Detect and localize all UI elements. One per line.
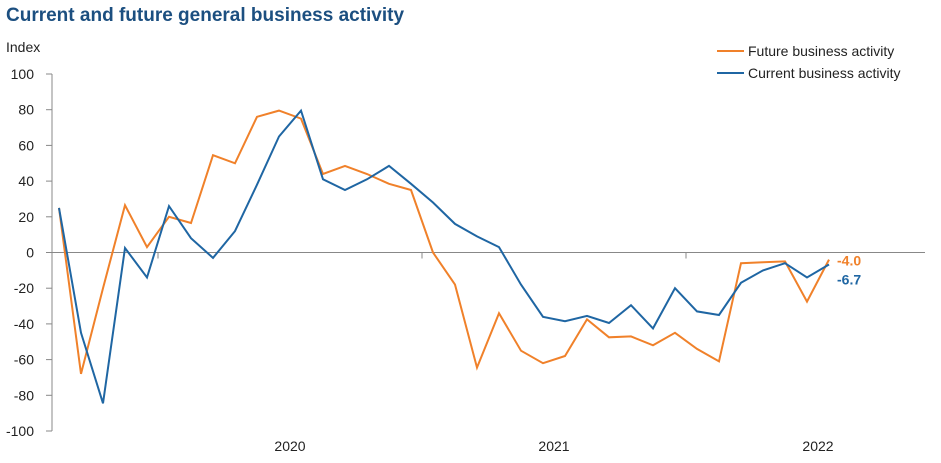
x-axis-ticks: 20202021202220232024 [157, 252, 834, 454]
end-label-future: -4.0 [837, 253, 861, 269]
y-tick-label: -60 [14, 352, 34, 368]
legend-label: Future business activity [748, 43, 894, 59]
series-line-current [58, 108, 830, 404]
chart-title: Current and future general business acti… [6, 5, 405, 26]
y-tick-label: 20 [18, 209, 34, 225]
y-axis-ticks: 100 80 60 40 20 0 -20 -40 -60 -80 -100 [6, 66, 52, 439]
y-tick-label: 100 [11, 66, 35, 82]
y-tick-label: -100 [6, 423, 34, 439]
y-axis-label: Index [6, 39, 40, 55]
legend-label: Current business activity [748, 65, 901, 81]
y-tick-label: 60 [18, 137, 34, 153]
y-tick-label: 80 [18, 102, 34, 118]
legend: Future business activity Current business… [717, 43, 901, 81]
x-tick-label: 2020 [274, 438, 305, 454]
y-tick-label: 40 [18, 173, 34, 189]
series-group [58, 108, 830, 404]
y-tick-label: -40 [14, 316, 34, 332]
y-tick-label: -80 [14, 387, 34, 403]
y-tick-label: -20 [14, 280, 34, 296]
x-tick-label: 2021 [538, 438, 569, 454]
end-labels: -4.0 -6.7 [837, 253, 861, 288]
end-label-current: -6.7 [837, 271, 861, 287]
series-line-future [58, 109, 830, 375]
y-tick-label: 0 [26, 245, 34, 261]
x-tick-label: 2022 [802, 438, 833, 454]
